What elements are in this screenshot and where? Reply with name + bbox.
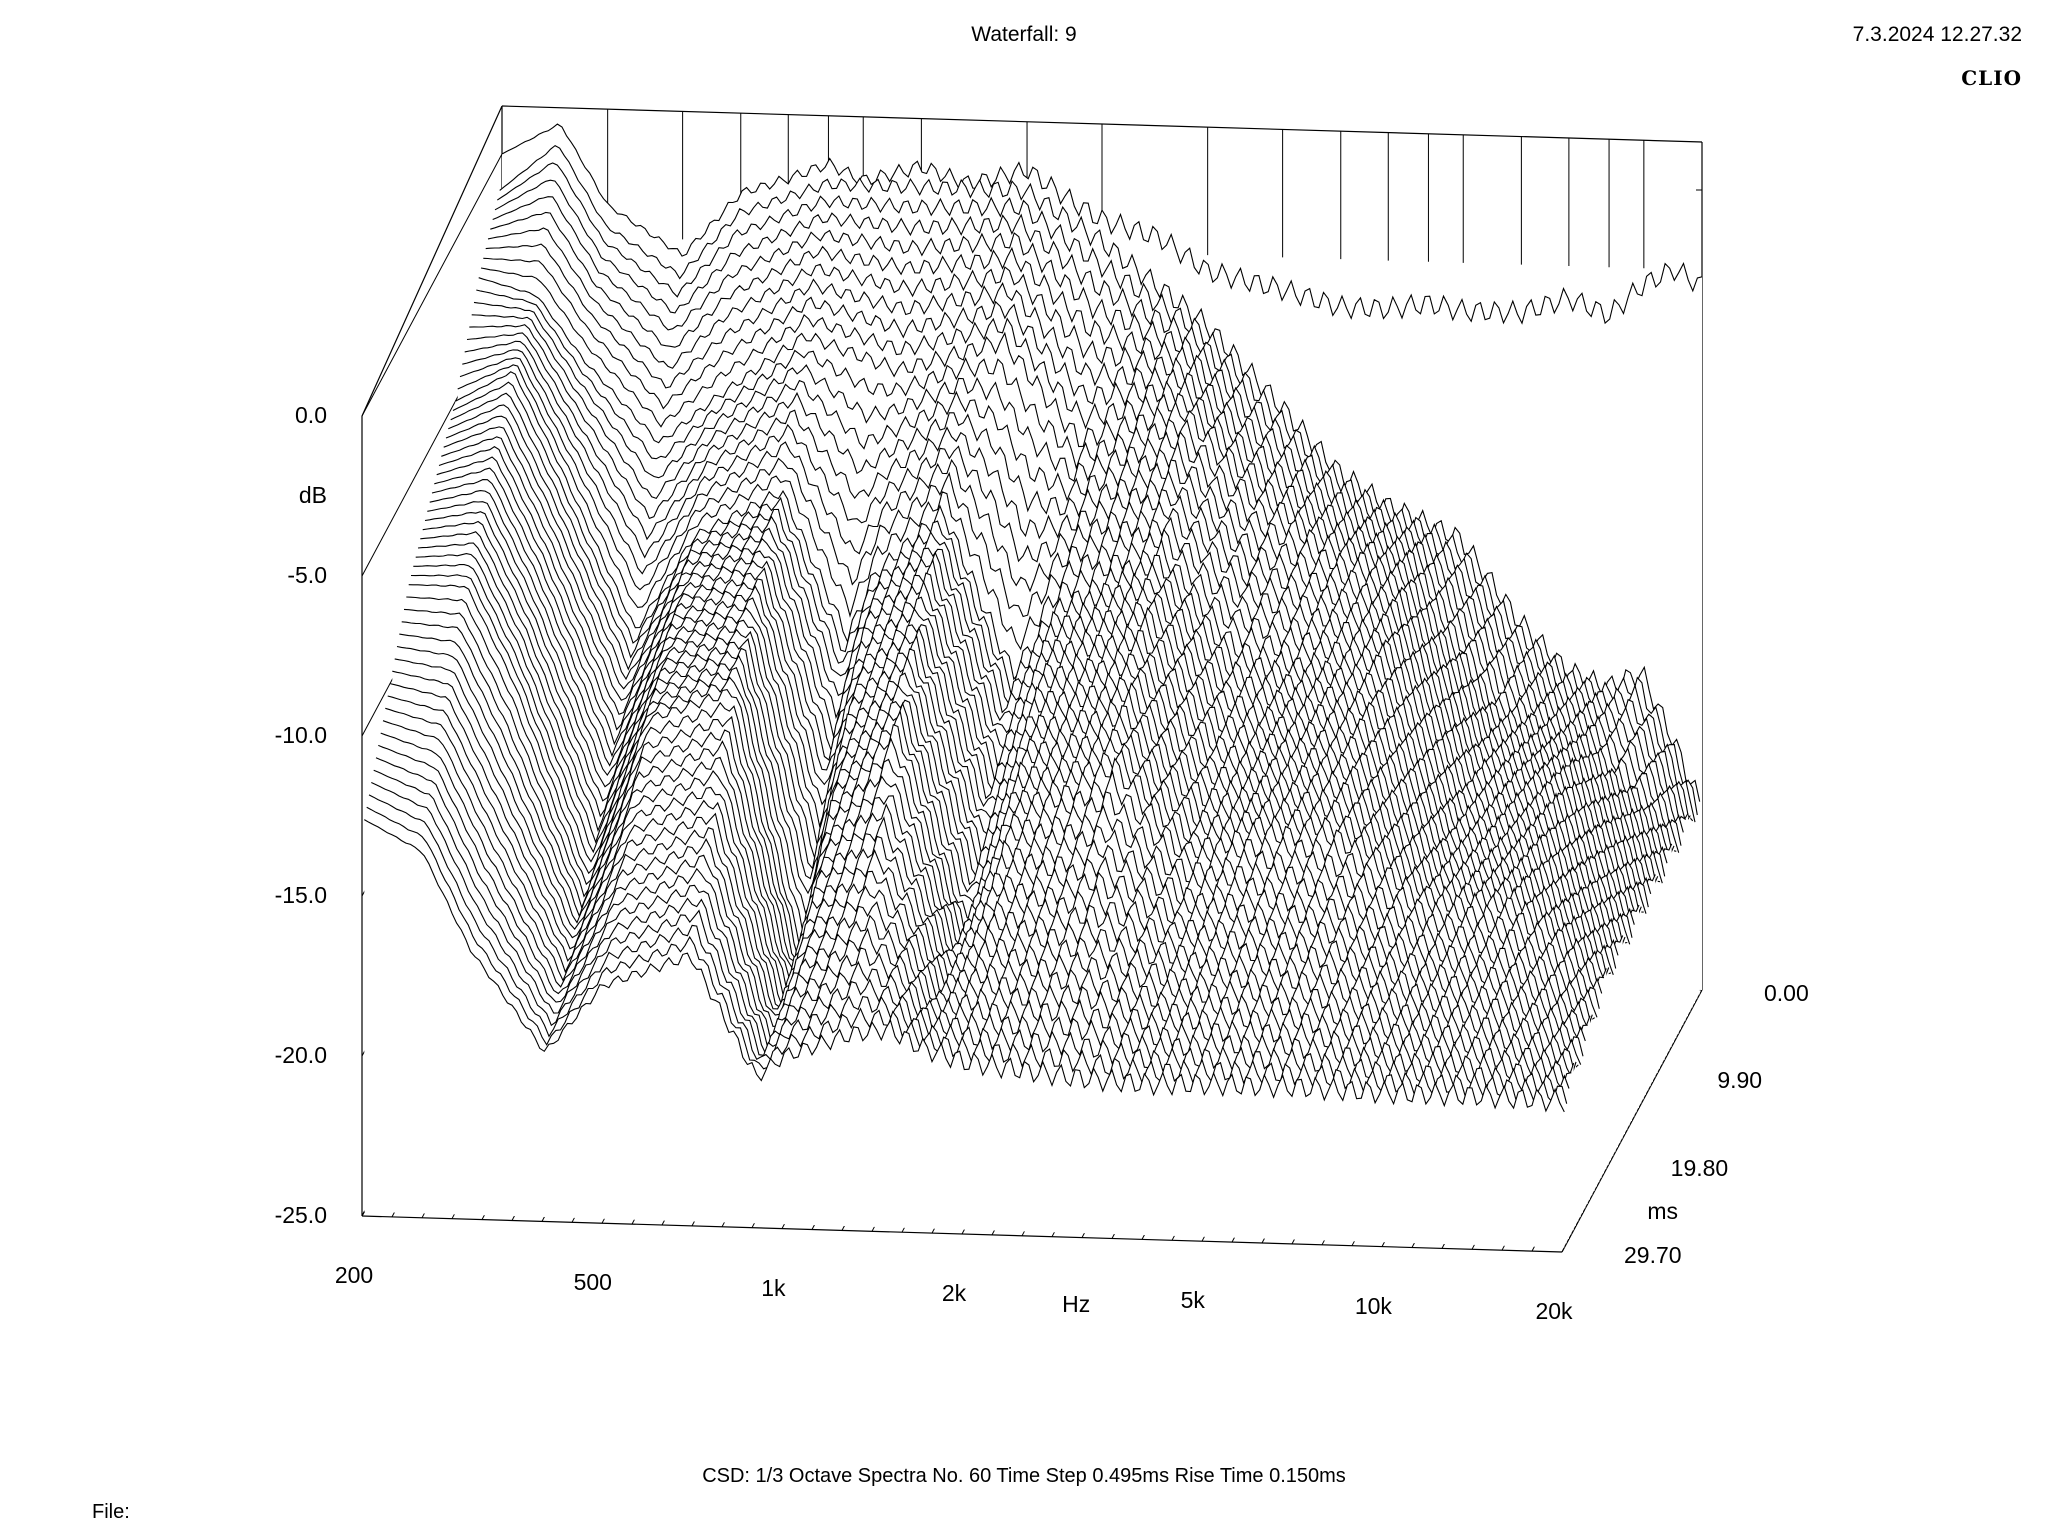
spectrum-trace bbox=[413, 565, 1613, 975]
x-tick-label: 10k bbox=[1354, 1292, 1392, 1319]
left-wall-gridline bbox=[362, 154, 502, 416]
spectrum-trace bbox=[437, 457, 1637, 922]
y-tick-label: -25.0 bbox=[274, 1202, 327, 1228]
x-tick-label: 20k bbox=[1535, 1298, 1573, 1324]
spectrum-trace bbox=[486, 244, 1686, 825]
z-tick-label: 19.80 bbox=[1670, 1154, 1729, 1181]
spectrum-trace bbox=[479, 278, 1679, 853]
z-tick-label: 0.00 bbox=[1764, 980, 1809, 1006]
x-axis-label: Hz bbox=[1062, 1291, 1091, 1318]
x-tick-label: 1k bbox=[761, 1274, 786, 1301]
spectrum-trace bbox=[490, 212, 1690, 822]
y-tick-label: -20.0 bbox=[274, 1042, 327, 1068]
spectrum-trace bbox=[495, 180, 1695, 822]
spectrum-trace bbox=[472, 315, 1672, 855]
spectrum-trace bbox=[381, 733, 1581, 1065]
x-tick-label: 2k bbox=[941, 1280, 967, 1306]
spectrum-trace bbox=[476, 290, 1676, 851]
z-tick-label: 29.70 bbox=[1624, 1242, 1682, 1268]
spectra-traces bbox=[364, 124, 1702, 1248]
spectrum-trace bbox=[453, 382, 1653, 890]
y-tick-label: -5.0 bbox=[287, 562, 327, 588]
spectrum-trace bbox=[388, 696, 1588, 1040]
spectrum-trace bbox=[493, 197, 1693, 821]
spectrum-trace bbox=[420, 532, 1620, 954]
spectrum-trace bbox=[474, 302, 1674, 856]
spectrum-mask bbox=[364, 819, 1565, 1248]
y-tick-label: -10.0 bbox=[274, 722, 327, 748]
spectrum-trace bbox=[406, 597, 1606, 983]
spectrum-trace bbox=[488, 228, 1688, 821]
z-tick-label: 9.90 bbox=[1717, 1067, 1763, 1094]
spectrum-trace bbox=[439, 447, 1639, 917]
spectrum-trace bbox=[458, 365, 1658, 887]
x-tick-label: 500 bbox=[573, 1269, 612, 1296]
spectrum-trace bbox=[460, 358, 1660, 882]
spectrum-trace bbox=[469, 325, 1669, 860]
file-label: File: bbox=[92, 1501, 130, 1523]
csd-settings-line: CSD: 1/3 Octave Spectra No. 60 Time Step… bbox=[702, 1465, 1346, 1487]
brand-logo: CLIO bbox=[1961, 66, 2022, 90]
spectrum-trace bbox=[374, 770, 1574, 1082]
spectrum-trace bbox=[397, 647, 1597, 1018]
spectrum-trace bbox=[455, 372, 1655, 886]
spectrum-trace bbox=[483, 258, 1683, 832]
y-axis-label: dB bbox=[298, 482, 327, 508]
frame-top-left-edge bbox=[362, 106, 502, 416]
y-tick-label: 0.0 bbox=[295, 402, 327, 428]
chart-title: Waterfall: 9 bbox=[971, 23, 1077, 46]
spectrum-trace bbox=[390, 684, 1590, 1033]
spectrum-trace bbox=[423, 522, 1623, 949]
spectrum-trace bbox=[430, 491, 1630, 945]
spectrum-trace bbox=[364, 820, 1564, 1112]
z-axis-label: ms bbox=[1647, 1198, 1678, 1225]
timestamp: 7.3.2024 12.27.32 bbox=[1852, 23, 2022, 46]
spectrum-trace bbox=[462, 350, 1662, 883]
y-tick-label: -15.0 bbox=[274, 882, 327, 908]
spectrum-trace bbox=[446, 416, 1646, 914]
spectrum-trace bbox=[371, 783, 1571, 1090]
spectrum-trace bbox=[500, 146, 1700, 802]
x-tick-label: 5k bbox=[1180, 1287, 1205, 1314]
x-tick-label: 200 bbox=[334, 1262, 374, 1288]
spectrum-trace bbox=[502, 124, 1702, 323]
